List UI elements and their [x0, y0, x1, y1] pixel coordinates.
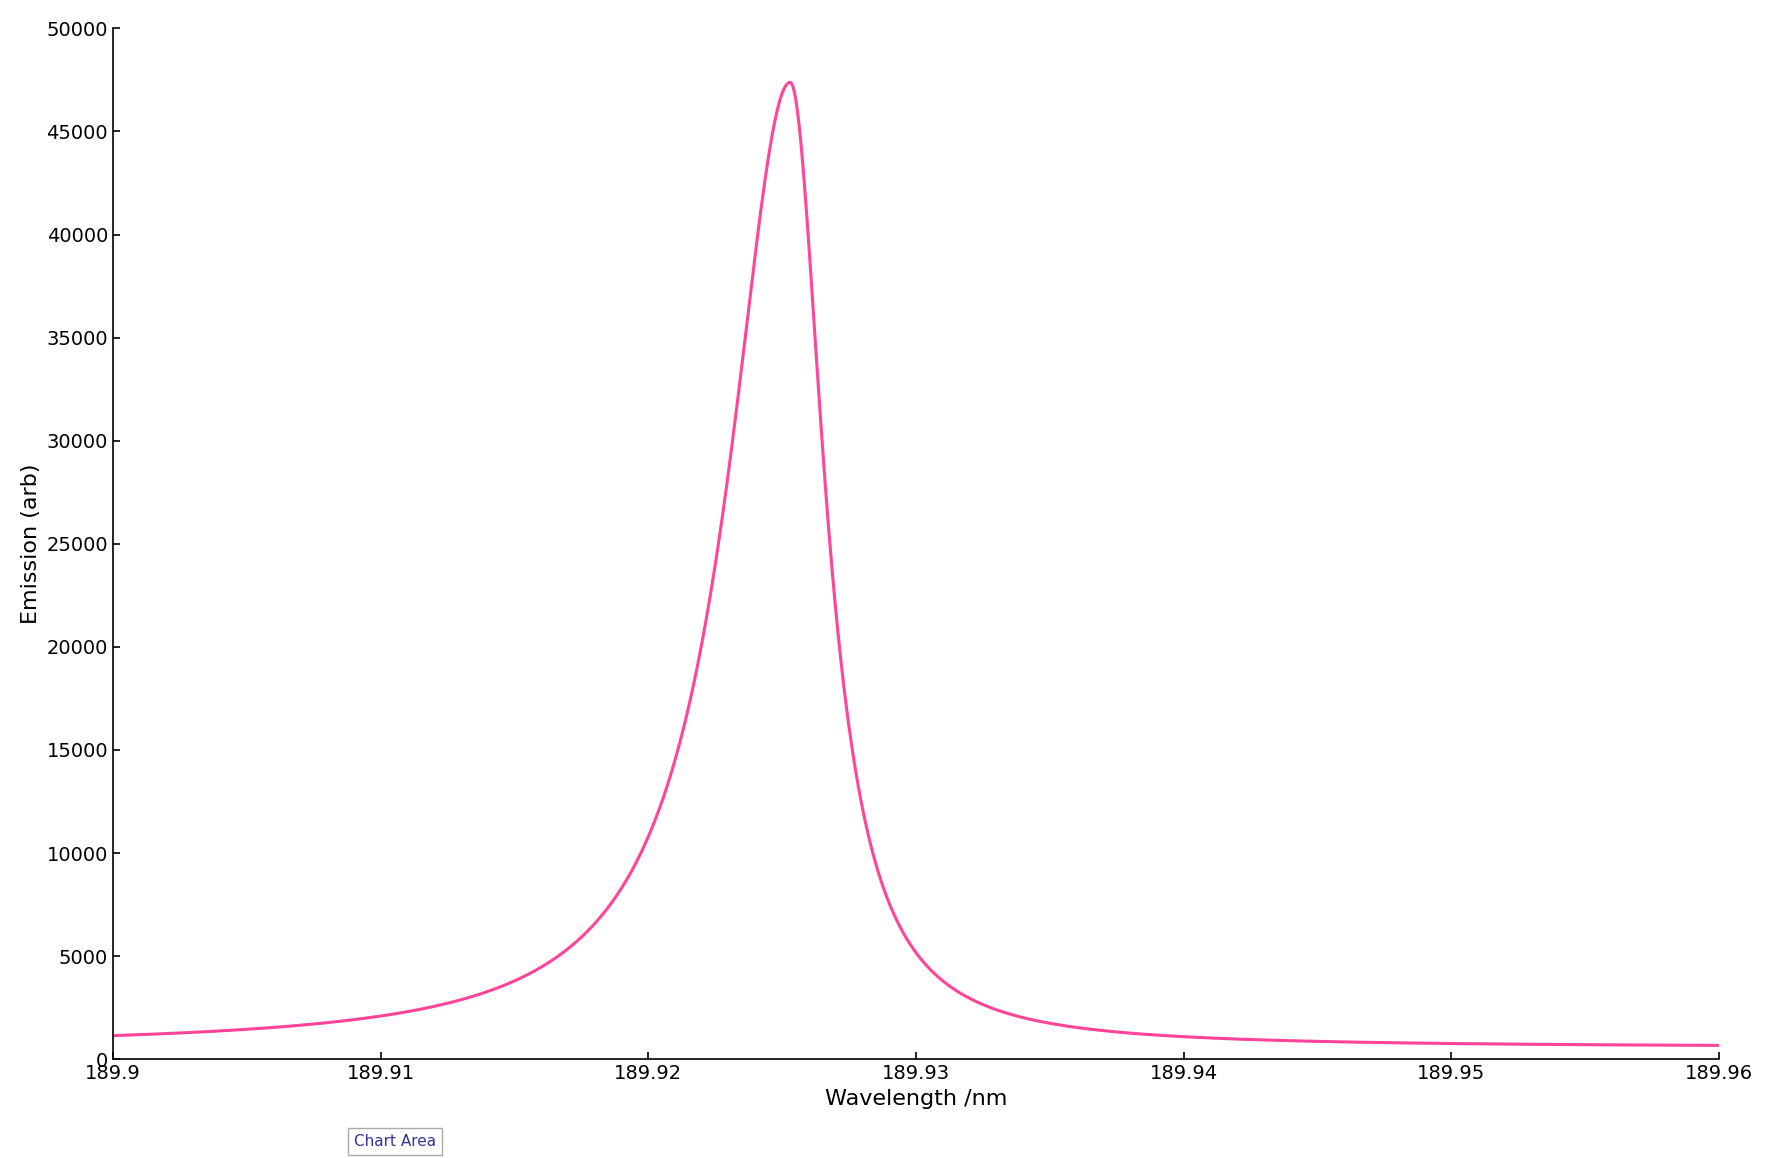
Y-axis label: Emission (arb): Emission (arb): [21, 463, 41, 624]
Text: Chart Area: Chart Area: [353, 1134, 436, 1149]
X-axis label: Wavelength /nm: Wavelength /nm: [824, 1089, 1007, 1108]
